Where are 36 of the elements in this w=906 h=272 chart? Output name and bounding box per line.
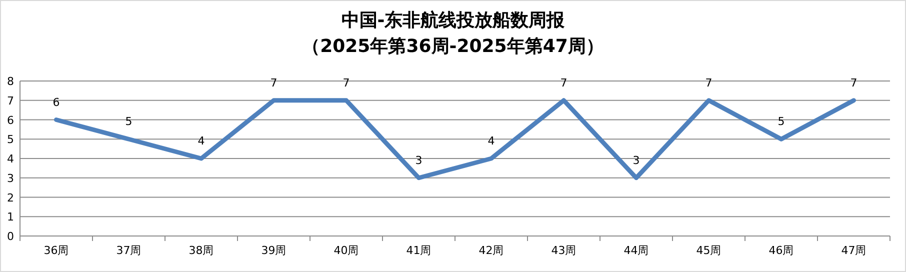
data-label: 7 [270, 76, 278, 90]
y-tick-label: 8 [7, 75, 14, 88]
x-tick-label: 42周 [478, 244, 504, 257]
data-label: 3 [415, 154, 422, 167]
y-tick-label: 2 [7, 191, 14, 204]
y-tick-label: 3 [7, 172, 14, 185]
y-tick-label: 7 [7, 94, 14, 108]
y-tick-label: 0 [7, 230, 14, 243]
data-label: 5 [778, 115, 785, 128]
y-tick-label: 6 [7, 114, 14, 127]
data-label: 6 [52, 96, 60, 109]
data-label: 7 [705, 76, 712, 90]
data-label: 7 [560, 76, 568, 90]
x-tick-label: 45周 [696, 244, 722, 257]
line-series [54, 98, 856, 180]
x-tick-label: 44周 [624, 244, 649, 257]
data-label: 3 [632, 154, 640, 167]
y-tick-label: 4 [7, 152, 14, 166]
y-tick-label: 1 [7, 210, 14, 224]
data-label: 7 [850, 76, 858, 90]
data-label: 5 [125, 115, 132, 128]
x-tick-label: 41周 [406, 244, 432, 257]
chart-title: 中国-东非航线投放船数周报 [341, 10, 566, 31]
x-tick-label: 38周 [188, 244, 214, 257]
x-tick-label: 43周 [551, 244, 576, 257]
x-tick-label: 39周 [261, 244, 286, 257]
x-tick-label: 47周 [841, 244, 866, 257]
chart-subtitle: （2025年第36周-2025年第47周） [302, 36, 604, 57]
x-tick-label: 37周 [116, 244, 142, 257]
x-tick-label: 40周 [334, 244, 359, 257]
x-tick-label: 46周 [768, 244, 794, 257]
data-label: 4 [488, 134, 495, 148]
data-label: 4 [198, 134, 205, 148]
x-tick-label: 36周 [44, 244, 69, 257]
y-tick-label: 5 [7, 133, 14, 146]
data-label: 7 [342, 76, 350, 90]
